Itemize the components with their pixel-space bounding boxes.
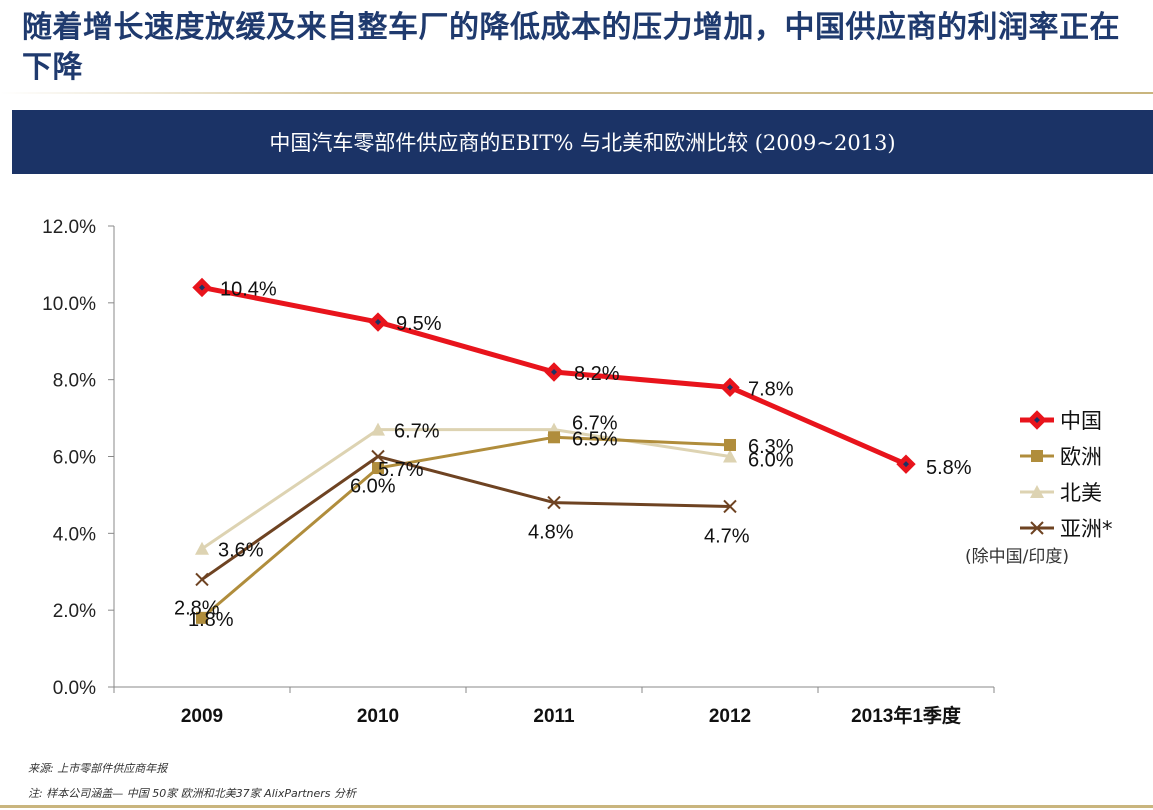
legend-marker-core — [1034, 417, 1040, 423]
sample-footnote: 注: 样本公司涵盖— 中国 50家 欧洲和北美37家 AlixPartners … — [28, 787, 357, 800]
legend-marker-b — [1030, 521, 1044, 535]
legend-marker — [1030, 485, 1044, 498]
data-point-1 — [196, 611, 208, 624]
data-point-0-core — [199, 284, 205, 291]
data-label: 5.8% — [926, 457, 972, 479]
y-tick-label: 10.0% — [42, 294, 96, 315]
y-tick-label: 2.0% — [53, 601, 96, 622]
data-point-3-b — [723, 499, 737, 514]
data-point-1 — [548, 431, 560, 444]
data-label: 4.8% — [528, 522, 574, 544]
y-tick-label: 12.0% — [42, 217, 96, 238]
page-headline: 随着增长速度放缓及来自整车厂的降低成本的压力增加，中国供应商的利润率正在下降 — [22, 10, 1120, 85]
chart-title: 中国汽车零部件供应商的EBIT% 与北美和欧洲比较 (2009~2013) — [269, 131, 896, 155]
data-point-1 — [372, 462, 384, 475]
y-tick-label: 6.0% — [53, 448, 96, 469]
data-point-0-core — [727, 384, 733, 391]
data-label: 1.8% — [188, 609, 234, 631]
x-tick-label: 2009 — [181, 706, 223, 727]
y-tick-label: 4.0% — [53, 524, 96, 545]
data-label: 2.8% — [174, 597, 220, 619]
header-divider — [0, 92, 1153, 94]
line-chart: 0.0% 2.0% 4.0% 6.0% 8.0% 10.0% 12.0% 2009 2010 20… — [42, 217, 1113, 727]
data-point-3-b — [547, 495, 561, 510]
data-label: 6.7% — [394, 421, 440, 443]
series-line-2 — [201, 428, 731, 550]
data-label: 4.7% — [704, 525, 750, 547]
data-label: 6.5% — [572, 428, 618, 450]
data-point-3-b — [371, 449, 385, 464]
data-label: 7.8% — [748, 378, 794, 400]
x-tick-label: 2013年1季度 — [851, 704, 962, 727]
data-label: 6.0% — [748, 450, 794, 472]
data-label: 8.2% — [574, 363, 620, 385]
data-point-2 — [195, 541, 209, 555]
data-point-0-core — [551, 368, 557, 375]
y-tick-label: 0.0% — [53, 678, 96, 699]
data-label: 6.7% — [572, 413, 618, 435]
y-tick-label: 8.0% — [53, 371, 96, 392]
series-line-3 — [201, 455, 731, 581]
data-point-0-core — [903, 461, 909, 468]
series-line-1 — [201, 435, 731, 619]
data-label: 3.6% — [218, 540, 264, 562]
x-tick-label: 2010 — [357, 706, 399, 727]
data-point-1 — [724, 438, 736, 451]
data-point-2 — [371, 422, 385, 436]
footer-divider — [0, 805, 1153, 808]
data-point-3-b — [195, 572, 209, 587]
legend-marker — [1031, 450, 1043, 462]
data-label: 6.0% — [350, 476, 396, 498]
data-label: 9.5% — [396, 313, 442, 335]
legend-label: 北美 — [1060, 481, 1102, 505]
legend-label: 亚洲* — [1060, 517, 1113, 541]
legend-note: (除中国/印度) — [965, 547, 1069, 567]
source-footnote: 来源: 上市零部件供应商年报 — [28, 762, 168, 775]
chart-title-banner: 中国汽车零部件供应商的EBIT% 与北美和欧洲比较 (2009~2013) — [12, 110, 1153, 174]
legend-label: 中国 — [1060, 409, 1102, 433]
data-point-2 — [723, 449, 737, 463]
data-label: 10.4% — [220, 278, 277, 300]
data-point-0-core — [375, 319, 381, 326]
data-label: 5.7% — [378, 459, 424, 481]
x-tick-label: 2012 — [709, 706, 751, 727]
data-label: 6.3% — [748, 436, 794, 458]
legend-label: 欧洲 — [1060, 445, 1102, 469]
x-tick-label: 2011 — [533, 706, 575, 727]
